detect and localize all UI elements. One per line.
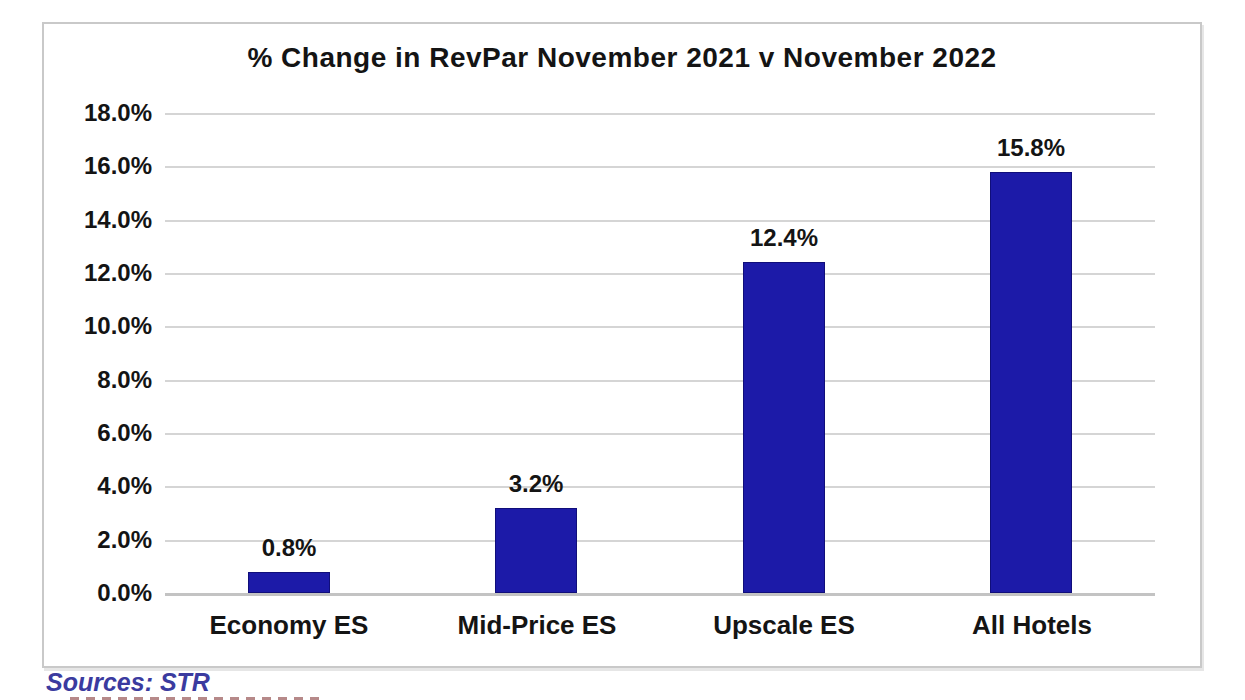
chart-title: % Change in RevPar November 2021 v Novem… (42, 42, 1202, 74)
y-tick-label: 12.0% (38, 258, 152, 288)
bar-value-label: 0.8% (189, 534, 389, 562)
x-category-label: Mid-Price ES (413, 610, 661, 641)
bar-value-label: 15.8% (931, 134, 1131, 162)
y-tick-label: 2.0% (38, 525, 152, 555)
y-tick-label: 6.0% (38, 418, 152, 448)
y-tick-label: 18.0% (38, 98, 152, 128)
bar-value-label: 12.4% (684, 224, 884, 252)
x-category-label: All Hotels (908, 610, 1156, 641)
y-tick-label: 14.0% (38, 205, 152, 235)
y-axis-tick-labels: 18.0%16.0%14.0%12.0%10.0%8.0%6.0%4.0%2.0… (38, 113, 152, 593)
bar-value-label: 3.2% (436, 470, 636, 498)
x-category-label: Upscale ES (660, 610, 908, 641)
y-tick-label: 10.0% (38, 311, 152, 341)
y-tick-label: 0.0% (38, 578, 152, 608)
bar-economy-es (248, 572, 330, 593)
y-tick-label: 8.0% (38, 365, 152, 395)
bar-mid-price-es (495, 508, 577, 593)
bar-upscale-es (743, 262, 825, 593)
bar-all-hotels (990, 172, 1072, 593)
gridline (165, 113, 1155, 115)
gridline (165, 166, 1155, 168)
revpar-bar-chart-page: % Change in RevPar November 2021 v Novem… (0, 0, 1245, 700)
y-tick-label: 4.0% (38, 471, 152, 501)
y-tick-label: 16.0% (38, 151, 152, 181)
plot-area: 0.8%Economy ES3.2%Mid-Price ES12.4%Upsca… (165, 113, 1155, 593)
source-note: Sources: STR (46, 668, 210, 697)
x-axis-baseline (165, 593, 1155, 596)
x-category-label: Economy ES (165, 610, 413, 641)
